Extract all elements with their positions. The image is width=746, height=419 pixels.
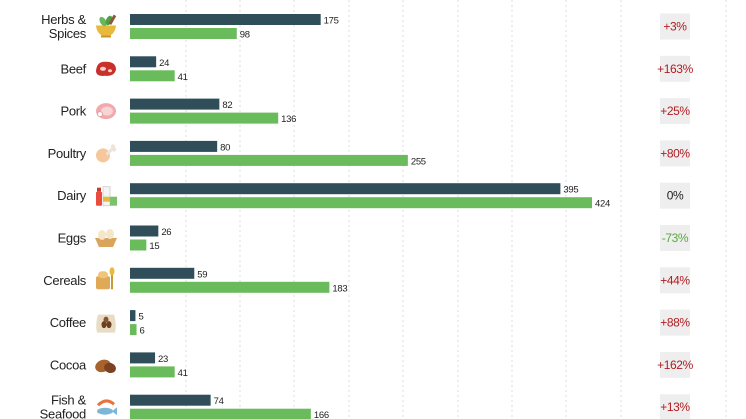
grid-lines: [185, 0, 727, 419]
value-label-beef-series-1: 24: [159, 58, 169, 69]
change-label-cereals: +44%: [660, 273, 690, 287]
change-badge-beef: +163%: [657, 55, 694, 82]
value-label-coffee-series-2: 6: [140, 326, 145, 337]
bar-dairy-series-1: [130, 183, 561, 195]
value-label-beef-series-2: 41: [178, 72, 188, 83]
category-label-eggs: Eggs: [58, 231, 87, 246]
bar-pork-series-2: [130, 112, 279, 124]
value-label-herbs-and-spices-series-1: 175: [324, 16, 339, 27]
value-label-herbs-and-spices-series-2: 98: [240, 30, 250, 41]
coffee-icon: [96, 314, 116, 333]
bar-fish-and-seafood-series-1: [130, 394, 211, 406]
value-label-eggs-series-2: 15: [149, 241, 159, 252]
dairy-icon: [96, 186, 117, 207]
category-label-cocoa: Cocoa: [50, 357, 87, 372]
change-badge-dairy: 0%: [660, 182, 690, 209]
change-label-herbs-and-spices: +3%: [663, 20, 687, 34]
bar-cocoa-series-2: [130, 366, 175, 378]
category-label-herbs-and-spices: Herbs & Spices: [41, 12, 87, 41]
eggs-icon: [95, 229, 117, 247]
bar-herbs-and-spices-series-2: [130, 28, 237, 39]
change-badge-pork: +25%: [660, 98, 691, 125]
cocoa-icon: [95, 359, 116, 374]
bar-cereals-series-1: [130, 267, 195, 279]
bar-fish-and-seafood-series-2: [130, 408, 311, 419]
change-label-poultry: +80%: [660, 146, 690, 160]
bar-eggs-series-2: [130, 239, 147, 251]
bar-coffee-series-2: [130, 324, 137, 336]
bar-cocoa-series-1: [130, 352, 156, 364]
value-label-cocoa-series-2: 41: [178, 368, 188, 379]
value-label-fish-and-seafood-series-1: 74: [214, 396, 224, 407]
fish-seafood-icon: [96, 399, 117, 416]
category-label-coffee: Coffee: [50, 315, 86, 330]
change-label-cocoa: +162%: [657, 358, 693, 372]
value-label-dairy-series-1: 395: [563, 185, 578, 196]
value-label-cocoa-series-1: 23: [158, 354, 168, 365]
change-badge-coffee: +88%: [660, 309, 691, 336]
change-label-dairy: 0%: [667, 189, 684, 203]
value-label-cereals-series-2: 183: [332, 283, 347, 294]
change-label-coffee: +88%: [660, 316, 690, 330]
change-badges: +3% +163% +25% +80% 0% -73% +44% +88% +162% +13%: [657, 13, 694, 419]
change-badge-cereals: +44%: [660, 267, 691, 294]
category-label-dairy: Dairy: [57, 188, 87, 203]
bar-poultry-series-1: [130, 140, 218, 152]
value-label-dairy-series-2: 424: [595, 199, 610, 210]
value-label-fish-and-seafood-series-2: 166: [314, 410, 329, 419]
value-label-poultry-series-2: 255: [411, 156, 426, 167]
change-badge-poultry: +80%: [660, 140, 691, 167]
herbs-spices-icon: [96, 14, 117, 38]
change-badge-herbs-and-spices: +3%: [660, 13, 690, 40]
change-badge-eggs: -73%: [660, 225, 690, 251]
value-label-pork-series-2: 136: [281, 114, 296, 125]
category-label-beef: Beef: [60, 61, 86, 76]
bar-beef-series-2: [130, 70, 175, 82]
bar-poultry-series-2: [130, 154, 408, 166]
bar-dairy-series-2: [130, 197, 592, 209]
category-labels: Herbs & Spices Beef Pork Poultry Dairy Eggs Cer…: [40, 12, 88, 419]
cereals-icon: [96, 267, 115, 290]
category-label-pork: Pork: [60, 104, 86, 119]
category-label-cereals: Cereals: [43, 273, 86, 288]
bar-eggs-series-1: [130, 225, 159, 237]
value-label-eggs-series-1: 26: [161, 227, 171, 238]
category-label-poultry: Poultry: [48, 146, 87, 161]
category-icons: [95, 14, 117, 416]
bar-pork-series-1: [130, 98, 220, 110]
beef-icon: [96, 61, 116, 76]
change-label-beef: +163%: [657, 62, 693, 76]
value-label-coffee-series-1: 5: [138, 312, 143, 323]
change-badge-fish-and-seafood: +13%: [660, 394, 691, 419]
change-label-eggs: -73%: [662, 231, 689, 245]
value-label-poultry-series-1: 80: [220, 142, 230, 153]
bar-cereals-series-2: [130, 281, 330, 293]
category-label-fish-and-seafood: Fish & Seafood: [40, 393, 87, 419]
change-label-pork: +25%: [660, 104, 690, 118]
value-label-pork-series-1: 82: [222, 100, 232, 111]
bar-coffee-series-1: [130, 310, 136, 322]
value-label-cereals-series-1: 59: [197, 269, 207, 280]
bar-herbs-and-spices-series-1: [130, 14, 321, 25]
bar-beef-series-1: [130, 56, 157, 68]
change-label-fish-and-seafood: +13%: [660, 400, 690, 414]
bars: [130, 14, 592, 419]
change-badge-cocoa: +162%: [657, 351, 694, 378]
pork-icon: [96, 103, 116, 120]
poultry-icon: [96, 144, 117, 163]
